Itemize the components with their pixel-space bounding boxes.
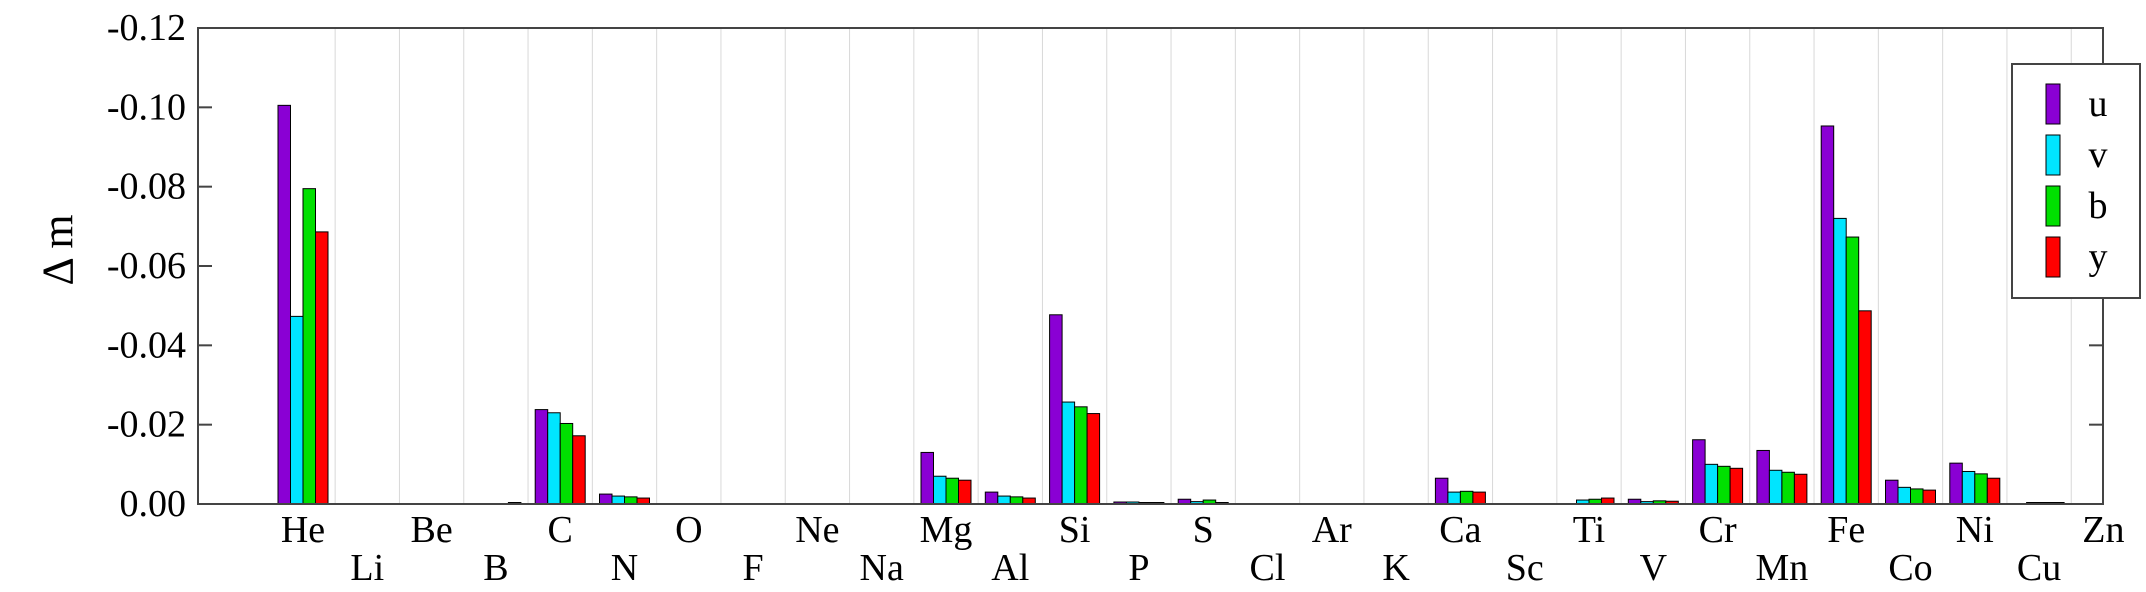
x-category-label: P [1128,547,1149,589]
legend-label-u: u [2089,83,2108,125]
bar-b-He [302,188,316,505]
x-category-label: Ca [1439,509,1481,551]
x-category-label: Ar [1312,509,1352,551]
grid-lines [334,28,2072,504]
bar-y-Mn [1793,473,1808,505]
bar-u-Mg [920,451,934,505]
bar-v-Ca [1447,491,1461,505]
x-category-label: Mn [1756,547,1809,589]
plot-frame [197,27,2104,505]
y-tick-label: -0.10 [107,86,186,128]
x-category-label: Cr [1699,509,1737,551]
x-category-label: V [1640,547,1668,589]
bar-b-Si [1074,406,1088,505]
legend-label-b: b [2089,185,2108,227]
x-category-label: Al [991,547,1029,589]
x-category-label: Si [1059,509,1091,551]
bar-v-Si [1061,401,1076,505]
x-category-label: Ne [795,509,839,551]
x-category-label: C [548,509,573,551]
bar-b-Mg [945,477,959,505]
legend-swatch-u [2045,83,2061,125]
y-tick-label: -0.12 [107,7,186,49]
bar-u-Fe [1820,125,1835,505]
bar-b-N [624,496,638,505]
y-axis: -0.12 -0.10 -0.08 -0.06 -0.04 -0.02 0.00 [107,7,2103,525]
x-category-label: Be [410,509,452,551]
bar-v-C [547,412,561,505]
bar-b-Co [1910,488,1924,505]
x-category-label: F [743,547,764,589]
bar-y-C [572,435,586,505]
bar-b-Mn [1781,471,1795,505]
bar-y-Ca [1472,491,1486,505]
bar-v-Cr [1704,463,1719,505]
legend-box [2011,63,2141,299]
y-tick-label: -0.02 [107,404,186,446]
bar-y-Co [1922,489,1936,505]
bar-u-Mn [1756,449,1770,505]
x-category-label: O [675,509,702,551]
bar-u-Ni [1949,462,1963,505]
bar-y-Ni [1986,477,2001,505]
x-category-label: S [1193,509,1214,551]
x-category-label: Co [1888,547,1932,589]
bar-v-Ni [1961,470,1976,505]
bar-b-C [559,422,574,505]
legend-swatch-b [2045,185,2061,227]
bar-y-Cr [1729,467,1744,505]
bar-u-N [599,493,613,505]
bar-u-Co [1885,479,1899,505]
x-category-label: Fe [1827,509,1865,551]
x-category-label: Na [860,547,904,589]
bars [277,104,2065,505]
y-tick-label: -0.04 [107,324,186,366]
bar-u-Ca [1434,477,1449,505]
legend-swatch-v [2045,134,2061,176]
x-category-label: Mg [920,509,973,551]
bar-y-Mg [958,479,972,505]
y-tick-label: -0.08 [107,166,186,208]
bar-u-C [534,409,549,505]
bar-y-Fe [1858,310,1872,505]
legend-label-y: y [2089,236,2108,278]
bar-v-Mn [1768,469,1783,505]
bar-b-Ni [1974,473,1988,505]
legend-swatch-y [2045,236,2061,278]
bar-u-Al [984,491,999,505]
x-category-label: Cl [1250,547,1286,589]
bar-y-Si [1086,413,1101,505]
y-tick-label: -0.06 [107,245,186,287]
bar-b-Cr [1717,465,1731,505]
x-category-label: B [483,547,508,589]
x-category-label: Ni [1956,509,1994,551]
bar-v-Fe [1833,217,1847,505]
bar-b-Al [1009,496,1024,505]
x-category-label: Li [350,547,384,589]
x-category-label: He [281,509,325,551]
bar-b-Fe [1845,236,1860,505]
bar-u-Cr [1692,439,1706,505]
x-category-label: Sc [1506,547,1544,589]
x-category-label: Zn [2082,509,2124,551]
bar-v-Co [1897,486,1911,505]
y-tick-label: 0.00 [120,483,187,525]
bar-v-N [611,495,625,505]
bar-v-He [290,315,304,505]
bar-y-He [315,231,329,505]
x-category-label: N [611,547,638,589]
x-category-label: K [1382,547,1410,589]
y-axis-label: Δ m [34,214,83,285]
bar-u-He [277,104,291,505]
bar-v-Al [997,495,1011,505]
bar-b-Ca [1459,490,1474,505]
x-category-label: Ti [1573,509,1605,551]
bar-u-Si [1049,314,1063,505]
x-category-label: Cu [2017,547,2061,589]
bar-v-Mg [933,475,947,505]
legend-label-v: v [2089,134,2108,176]
